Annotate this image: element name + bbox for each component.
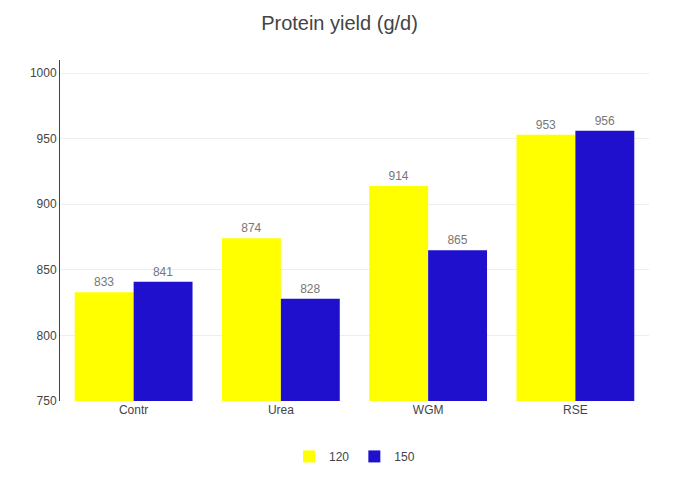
svg-text:953: 953 bbox=[536, 118, 556, 132]
svg-text:Protein yield (g/d): Protein yield (g/d) bbox=[261, 12, 418, 34]
svg-text:865: 865 bbox=[447, 233, 467, 247]
svg-text:850: 850 bbox=[37, 263, 57, 277]
svg-text:WGM: WGM bbox=[413, 403, 444, 417]
svg-text:Contr: Contr bbox=[119, 403, 148, 417]
svg-text:150: 150 bbox=[394, 450, 414, 464]
svg-text:956: 956 bbox=[595, 114, 615, 128]
svg-text:874: 874 bbox=[241, 221, 261, 235]
svg-text:750: 750 bbox=[37, 394, 57, 408]
svg-text:Urea: Urea bbox=[268, 403, 294, 417]
svg-text:950: 950 bbox=[37, 132, 57, 146]
svg-text:120: 120 bbox=[329, 450, 349, 464]
svg-text:900: 900 bbox=[37, 197, 57, 211]
svg-text:914: 914 bbox=[389, 169, 409, 183]
svg-text:RSE: RSE bbox=[563, 403, 588, 417]
svg-text:1000: 1000 bbox=[30, 66, 57, 80]
svg-text:841: 841 bbox=[153, 265, 173, 279]
svg-text:833: 833 bbox=[94, 275, 114, 289]
svg-text:800: 800 bbox=[37, 329, 57, 343]
svg-text:828: 828 bbox=[300, 282, 320, 296]
